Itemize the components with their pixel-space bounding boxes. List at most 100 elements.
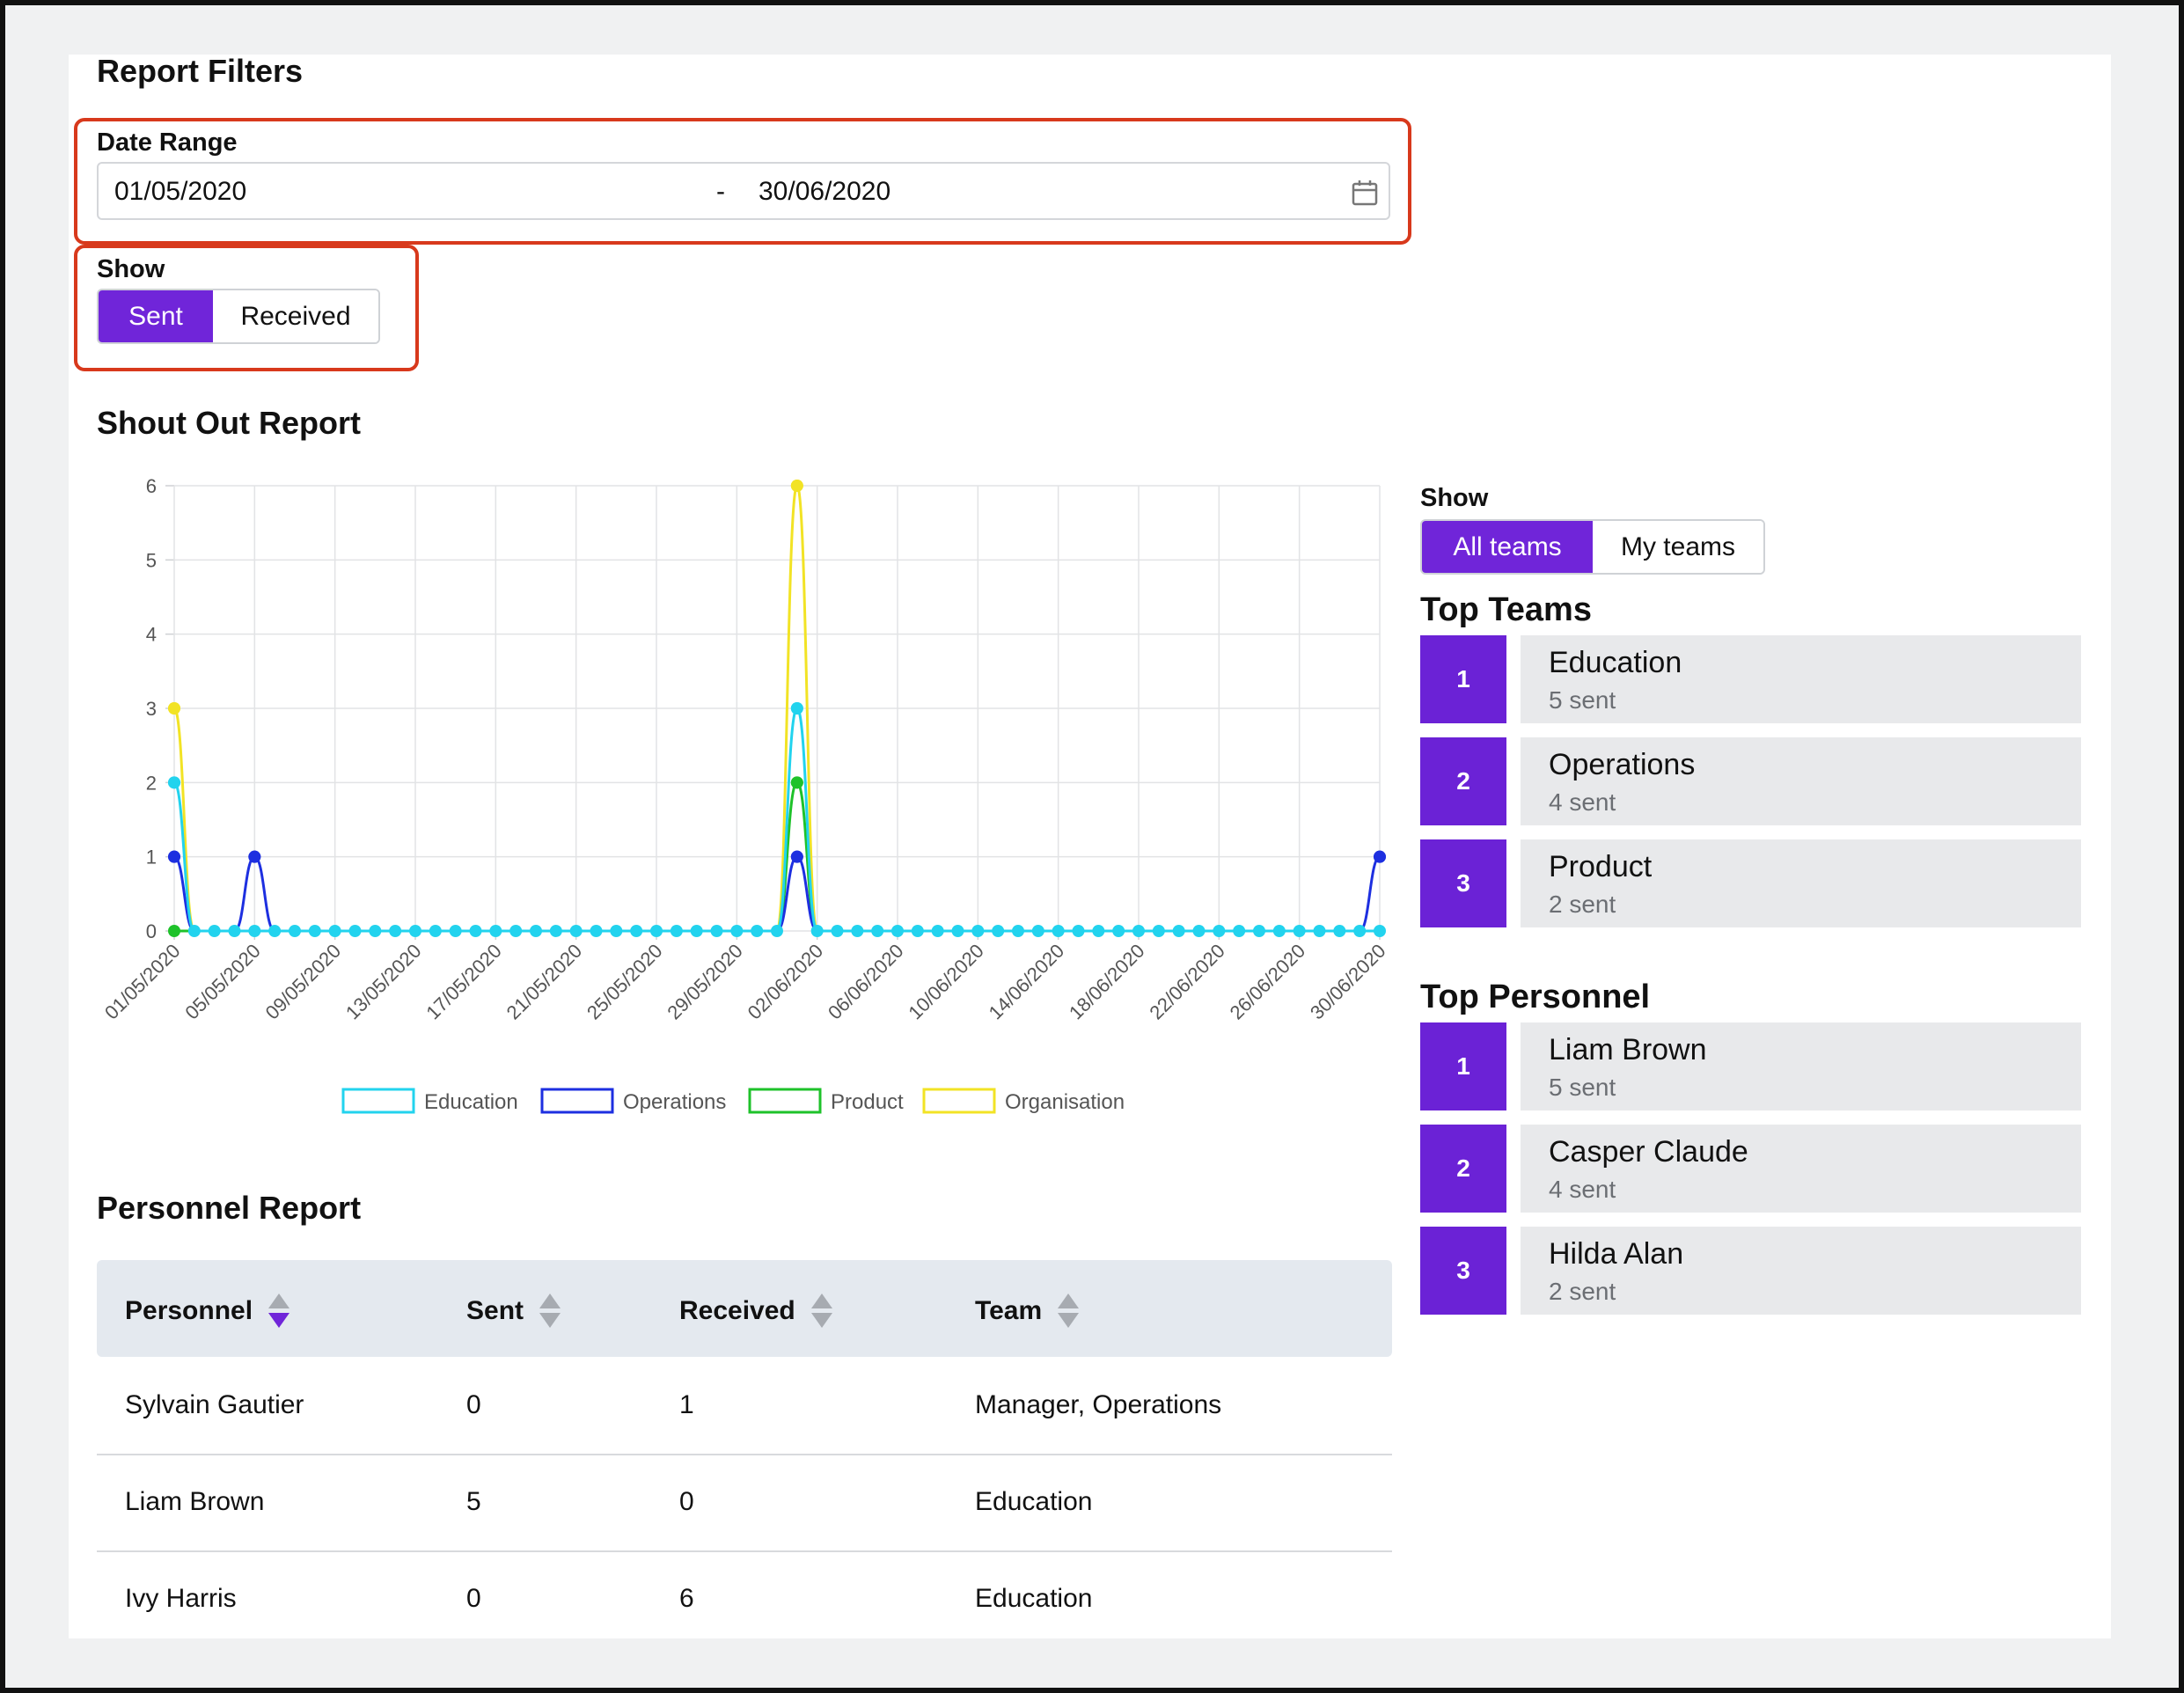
legend-label-product: Product	[831, 1090, 904, 1114]
data-point-education	[1112, 925, 1125, 937]
column-header-personnel[interactable]: Personnel	[125, 1294, 290, 1329]
rank-badge: 2	[1420, 1125, 1506, 1213]
series-line-education	[172, 707, 1380, 933]
x-tick-label: 21/05/2020	[502, 940, 587, 1024]
legend-swatch-organisation	[922, 1088, 996, 1114]
data-point-education	[369, 925, 382, 937]
all-teams-button[interactable]: All teams	[1422, 521, 1593, 573]
data-point-education	[1192, 925, 1206, 937]
legend-swatch-product	[748, 1088, 822, 1114]
rank-badge: 1	[1420, 1022, 1506, 1110]
date-range-input[interactable]: 01/05/2020 - 30/06/2020	[97, 162, 1390, 220]
top-personnel-item: 2 Casper Claude 4 sent	[1420, 1125, 2081, 1213]
date-range-highlight	[74, 118, 1411, 245]
received-toggle-button[interactable]: Received	[213, 290, 378, 342]
teams-scope-toggle[interactable]: All teams My teams	[1420, 519, 1765, 575]
personnel-table-header: Personnel Sent Received Team	[97, 1260, 1392, 1357]
table-row[interactable]: Liam Brown 5 0 Education	[97, 1454, 1392, 1552]
person-name: Liam Brown	[1549, 1033, 1707, 1066]
y-tick-label: 0	[146, 920, 157, 942]
x-tick-label: 14/06/2020	[985, 940, 1069, 1024]
team-name: Product	[1549, 850, 1653, 883]
data-point-education	[790, 702, 803, 715]
top-personnel-item: 3 Hilda Alan 2 sent	[1420, 1227, 2081, 1315]
rank-badge: 3	[1420, 1227, 1506, 1315]
legend-label-organisation: Organisation	[1005, 1090, 1125, 1114]
date-separator: -	[716, 177, 725, 206]
date-start-value[interactable]: 01/05/2020	[114, 177, 247, 206]
data-point-operations	[1374, 850, 1386, 863]
data-point-education	[187, 925, 201, 937]
x-tick-label: 29/05/2020	[663, 940, 747, 1024]
table-row[interactable]: Ivy Harris 0 6 Education	[97, 1550, 1392, 1635]
data-point-education	[289, 925, 301, 937]
data-point-education	[751, 925, 764, 937]
team-name: Education	[1549, 646, 1682, 679]
sort-icon[interactable]	[810, 1294, 832, 1329]
x-tick-label: 06/06/2020	[824, 940, 908, 1024]
y-tick-label: 3	[146, 698, 157, 720]
data-point-education	[449, 925, 462, 937]
cell-personnel: Liam Brown	[125, 1487, 265, 1516]
sort-icon[interactable]	[1058, 1294, 1080, 1329]
x-tick-label: 22/06/2020	[1145, 940, 1229, 1024]
sent-received-toggle[interactable]: Sent Received	[97, 289, 380, 344]
x-tick-label: 13/05/2020	[341, 940, 426, 1024]
data-point-education	[931, 925, 944, 937]
team-name: Operations	[1549, 748, 1696, 781]
team-sent-count: 5 sent	[1549, 686, 1616, 714]
y-tick-label: 4	[146, 624, 157, 646]
team-sent-count: 2 sent	[1549, 890, 1616, 918]
x-tick-label: 30/06/2020	[1306, 940, 1390, 1024]
data-point-education	[1031, 925, 1044, 937]
legend-swatch-operations	[540, 1088, 614, 1114]
column-header-sent[interactable]: Sent	[466, 1294, 561, 1329]
legend-label-education: Education	[424, 1090, 518, 1114]
data-point-education	[489, 925, 502, 937]
cell-personnel: Ivy Harris	[125, 1584, 237, 1613]
legend-swatch-education	[341, 1088, 415, 1114]
data-point-organisation	[168, 702, 180, 715]
date-range-label: Date Range	[97, 128, 238, 157]
data-point-education	[810, 925, 824, 937]
data-point-education	[710, 925, 723, 937]
my-teams-button[interactable]: My teams	[1593, 521, 1763, 573]
data-point-education	[1374, 925, 1386, 937]
cell-sent: 5	[466, 1487, 481, 1516]
data-point-education	[1353, 925, 1367, 937]
data-point-education	[1012, 925, 1024, 937]
data-point-education	[871, 925, 884, 937]
y-tick-label: 5	[146, 549, 157, 571]
sent-toggle-button[interactable]: Sent	[99, 290, 213, 342]
data-point-education	[308, 925, 321, 937]
sort-icon[interactable]	[539, 1294, 561, 1329]
data-point-education	[328, 925, 341, 937]
teams-show-label: Show	[1420, 484, 1489, 512]
column-header-received[interactable]: Received	[679, 1294, 832, 1329]
x-tick-label: 26/06/2020	[1226, 940, 1310, 1024]
series-line-operations	[173, 855, 1381, 933]
table-row[interactable]: Sylvain Gautier 0 1 Manager, Operations	[97, 1357, 1392, 1455]
data-point-education	[771, 925, 783, 937]
column-header-team[interactable]: Team	[975, 1294, 1080, 1329]
date-end-value[interactable]: 30/06/2020	[759, 177, 891, 206]
data-point-education	[951, 925, 964, 937]
x-tick-label: 02/06/2020	[744, 940, 828, 1024]
cell-team: Education	[975, 1584, 1093, 1613]
data-point-education	[690, 925, 703, 937]
person-sent-count: 4 sent	[1549, 1176, 1616, 1203]
data-point-operations	[248, 850, 261, 863]
y-tick-label: 2	[146, 772, 157, 794]
data-point-education	[1293, 925, 1306, 937]
data-point-education	[509, 925, 523, 937]
data-point-organisation	[790, 480, 803, 492]
cell-sent: 0	[466, 1584, 481, 1613]
data-point-education	[348, 925, 362, 937]
sort-icon[interactable]	[268, 1294, 290, 1329]
data-point-education	[1272, 925, 1286, 937]
calendar-icon[interactable]	[1352, 180, 1378, 206]
data-point-education	[530, 925, 542, 937]
rank-badge: 2	[1420, 737, 1506, 825]
data-point-education	[670, 925, 683, 937]
report-filters-title: Report Filters	[97, 53, 304, 89]
